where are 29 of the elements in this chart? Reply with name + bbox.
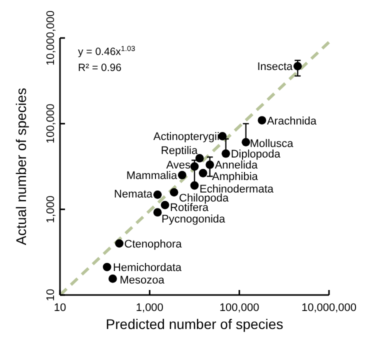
annotation: Rotifera <box>170 202 210 214</box>
annotation: Reptilia <box>160 145 198 158</box>
annotation: Actinopterygii <box>153 131 220 144</box>
y-axis-title: Actual number of species <box>13 88 29 246</box>
annotation: Pycnogonida <box>162 213 226 226</box>
annotation: Chilopoda <box>179 192 230 204</box>
annotation: Insecta <box>257 61 294 74</box>
x-axis-title: Predicted number of species <box>106 316 284 332</box>
annotation: Diplopoda <box>230 148 282 161</box>
y-tick-label: 100,000 <box>45 104 57 144</box>
annotation: Amphibia <box>212 171 259 184</box>
annotation: Mesozoa <box>120 274 166 287</box>
annotation: Mollusca <box>250 138 294 150</box>
annotation: Arachnida <box>266 115 318 128</box>
annotation: R² = 0.96 <box>78 62 122 74</box>
y-tick-label: 1,000 <box>45 196 57 224</box>
x-tick-label: 100,000 <box>219 302 260 314</box>
annotation: Hemichordata <box>113 262 182 274</box>
annotation: Aves <box>166 160 191 172</box>
annotation: Nemata <box>114 188 154 201</box>
annotation: Annelida <box>214 160 259 172</box>
annotation: Mammalia <box>126 170 178 182</box>
y-tick-label: 10 <box>45 288 57 302</box>
annotation: Ctenophora <box>124 238 183 250</box>
x-tick-label: 10 <box>54 302 66 314</box>
annotation: y = 0.46x$^{1.03}$ <box>78 44 136 58</box>
x-tick-label: 1,000 <box>136 302 164 314</box>
y-tick-label: 10,000,000 <box>45 10 57 66</box>
x-tick-label: 10,000,000 <box>301 302 357 314</box>
